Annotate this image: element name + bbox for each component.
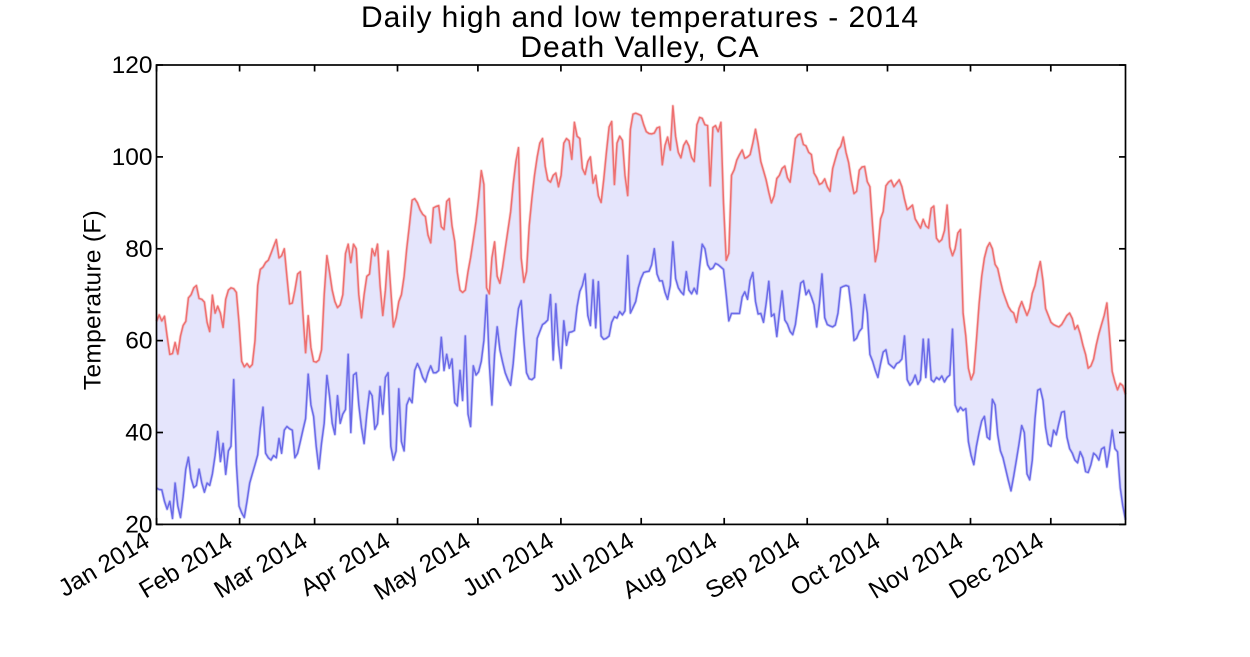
svg-text:20: 20 (125, 511, 152, 538)
svg-text:Daily high and low temperature: Daily high and low temperatures - 2014 (361, 1, 919, 34)
svg-text:120: 120 (112, 52, 153, 79)
svg-text:Death Valley, CA: Death Valley, CA (520, 31, 759, 64)
svg-text:40: 40 (125, 420, 152, 447)
svg-text:Temperature (F): Temperature (F) (80, 210, 107, 390)
svg-text:80: 80 (125, 236, 152, 263)
svg-text:60: 60 (125, 328, 152, 355)
svg-text:100: 100 (112, 144, 153, 171)
